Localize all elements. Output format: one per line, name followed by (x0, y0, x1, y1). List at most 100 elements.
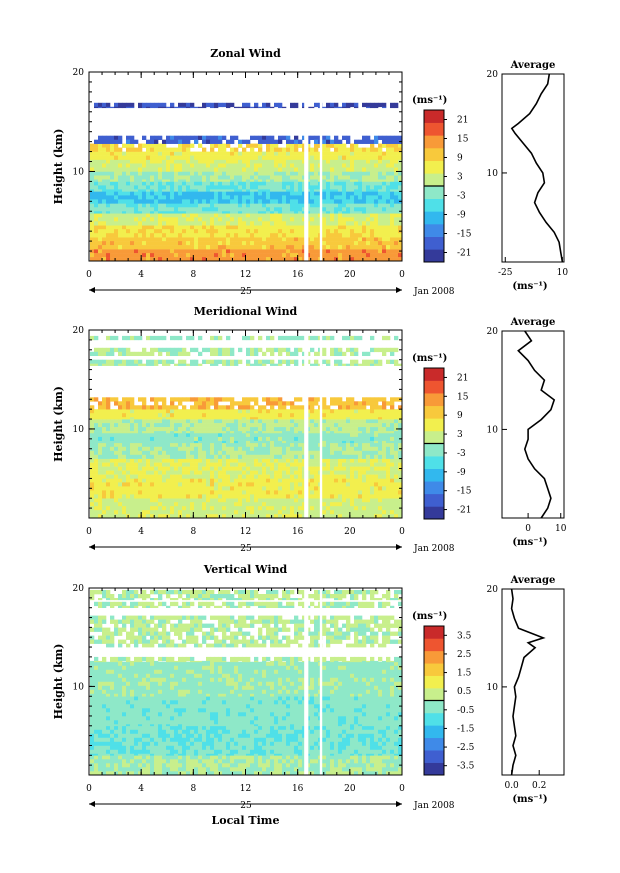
heatmap-cell (238, 419, 243, 424)
heatmap-cell (162, 147, 167, 152)
heatmap-cell (286, 478, 291, 483)
heatmap-cell (222, 440, 227, 444)
heatmap-cell (238, 478, 243, 483)
heatmap-cell (150, 199, 155, 204)
heatmap-cell (158, 431, 163, 434)
heatmap-cell (94, 413, 99, 418)
heatmap-cell (294, 221, 299, 226)
heatmap-cell (106, 151, 111, 156)
heatmap-cell (246, 413, 251, 418)
heatmap-cell (370, 207, 375, 212)
heatmap-cell (126, 179, 131, 182)
heatmap-cell (106, 237, 111, 242)
heatmap-cell (122, 233, 127, 238)
heatmap-cell (178, 147, 183, 152)
heatmap-cell (226, 249, 231, 254)
heatmap-cell (366, 225, 371, 230)
heatmap-cell (246, 436, 251, 442)
heatmap-cell (334, 106, 339, 109)
heatmap-cell (370, 199, 375, 204)
heatmap-cell (290, 245, 295, 250)
heatmap-cell (266, 139, 271, 144)
heatmap-cell (146, 199, 151, 204)
heatmap-cell (278, 458, 283, 463)
heatmap-cell (134, 436, 139, 442)
heatmap-cell (310, 442, 315, 448)
heatmap-cell (158, 191, 163, 196)
heatmap-cell (390, 257, 395, 262)
heatmap-cell (342, 486, 347, 491)
heatmap-cell (102, 417, 107, 420)
heatmap-cell (362, 458, 367, 463)
heatmap-cell (314, 221, 319, 226)
heatmap-cell (386, 211, 391, 214)
heatmap-cell (390, 249, 395, 254)
heatmap-cell (210, 506, 215, 511)
heatmap-cell (174, 163, 179, 168)
heatmap-cell (98, 419, 103, 424)
heatmap-cell (246, 470, 251, 475)
heatmap-cell (314, 423, 319, 428)
heatmap-cell (126, 423, 131, 428)
heatmap-cell (110, 423, 115, 428)
heatmap-cell (330, 195, 335, 200)
heatmap-cell (286, 199, 291, 204)
heatmap-cell (122, 253, 127, 258)
heatmap-cell (310, 432, 315, 438)
heatmap-cell (150, 211, 155, 214)
heatmap-cell (266, 510, 271, 515)
heatmap-cell (154, 179, 159, 182)
heatmap-cell (98, 431, 103, 434)
heatmap-cell (118, 213, 123, 218)
heatmap-cell (378, 225, 383, 230)
heatmap-cell (198, 135, 203, 140)
heatmap-cell (282, 217, 287, 222)
heatmap-cell (362, 221, 367, 226)
heatmap-cell (146, 233, 151, 238)
heatmap-cell (190, 478, 195, 483)
heatmap-cell (186, 179, 191, 182)
heatmap-cell (254, 446, 259, 452)
heatmap-cell (186, 431, 191, 434)
heatmap-cell (150, 249, 155, 254)
heatmap-cell (362, 199, 367, 204)
heatmap-cell (258, 159, 263, 164)
heatmap-cell (258, 498, 263, 503)
heatmap-cell (338, 199, 343, 204)
heatmap-cell (222, 423, 227, 428)
heatmap-cell (154, 514, 159, 519)
heatmap-cell (182, 229, 187, 234)
heatmap-cell (102, 440, 107, 444)
heatmap-cell (134, 207, 139, 212)
heatmap-cell (174, 431, 179, 434)
heatmap-cell (398, 237, 403, 242)
heatmap-cell (218, 446, 223, 452)
heatmap-cell (310, 135, 315, 140)
heatmap-cell (346, 450, 351, 456)
heatmap-cell (182, 446, 187, 452)
heatmap-cell (338, 207, 343, 212)
heatmap-cell (274, 440, 279, 444)
heatmap-cell (158, 427, 163, 432)
heatmap-cell (242, 175, 247, 180)
heatmap-cell (374, 179, 379, 182)
heatmap-cell (310, 436, 315, 442)
heatmap-cell (190, 490, 195, 495)
heatmap-cell (118, 191, 123, 196)
heatmap-cell (134, 431, 139, 434)
heatmap-cell (358, 151, 363, 156)
heatmap-cell (330, 102, 335, 108)
heatmap-cell (250, 450, 255, 456)
heatmap-cell (254, 409, 259, 414)
arrow-left-icon (89, 287, 95, 293)
heatmap-cell (90, 432, 95, 438)
heatmap-cell (90, 253, 95, 258)
heatmap-cell (102, 490, 107, 495)
heatmap-cell (162, 474, 167, 479)
heatmap-cell (390, 454, 395, 459)
heatmap-cell (382, 494, 387, 499)
heatmap-cell (90, 221, 95, 226)
heatmap-cell (346, 181, 351, 186)
heatmap-cell (338, 171, 343, 176)
heatmap-cell (214, 466, 219, 471)
